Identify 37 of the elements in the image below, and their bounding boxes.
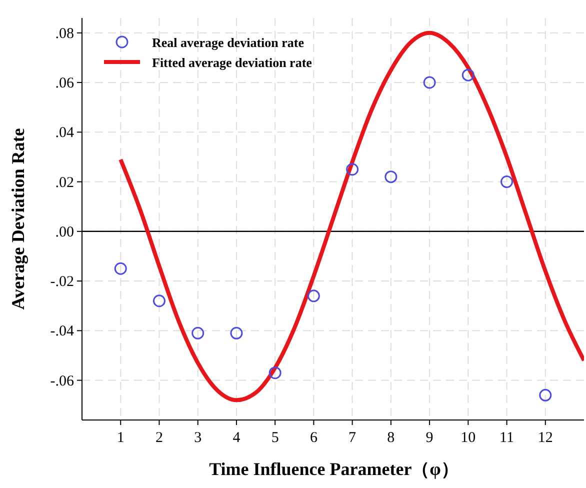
point	[192, 326, 204, 340]
y-tick-label: .02	[55, 174, 74, 191]
x-tick-label: 6	[310, 430, 318, 446]
point	[539, 388, 552, 402]
point	[152, 294, 166, 308]
y-axis-title: Average Deviation Rate	[8, 128, 28, 310]
point	[384, 170, 398, 184]
point	[268, 366, 282, 380]
point	[423, 76, 436, 89]
legend-label: Fitted average deviation rate	[152, 55, 312, 70]
point	[114, 262, 127, 275]
y-tick-label: -.02	[50, 274, 74, 290]
point	[230, 326, 243, 340]
point	[346, 163, 359, 176]
x-axis-title: Time Influence Parameter（φ）	[209, 459, 459, 479]
y-tick-label: .06	[55, 76, 74, 92]
x-tick-label: 10	[460, 430, 476, 446]
y-tick-label: .04	[55, 125, 74, 142]
y-tick-label: -.06	[50, 373, 74, 390]
x-tick-label: 12	[538, 430, 553, 446]
x-tick-label: 9	[426, 430, 434, 446]
point	[500, 176, 514, 188]
y-tick-label: .08	[55, 26, 74, 42]
x-tick-label: 1	[116, 430, 124, 446]
point	[462, 68, 474, 82]
y-tick-label: .00	[55, 224, 74, 240]
x-tick-label: 7	[348, 430, 357, 446]
x-tick-label: 4	[232, 430, 241, 446]
x-tick-label: 5	[271, 430, 279, 446]
line-series	[118, 30, 584, 402]
x-tick-label: 8	[387, 430, 395, 446]
y-tick-label: -.04	[50, 324, 74, 340]
x-tick-label: 11	[500, 430, 514, 446]
x-tick-label: 2	[155, 430, 163, 446]
x-tick-label: 3	[194, 430, 202, 446]
point	[307, 290, 320, 302]
legend-label: Real average deviation rate	[152, 35, 304, 50]
